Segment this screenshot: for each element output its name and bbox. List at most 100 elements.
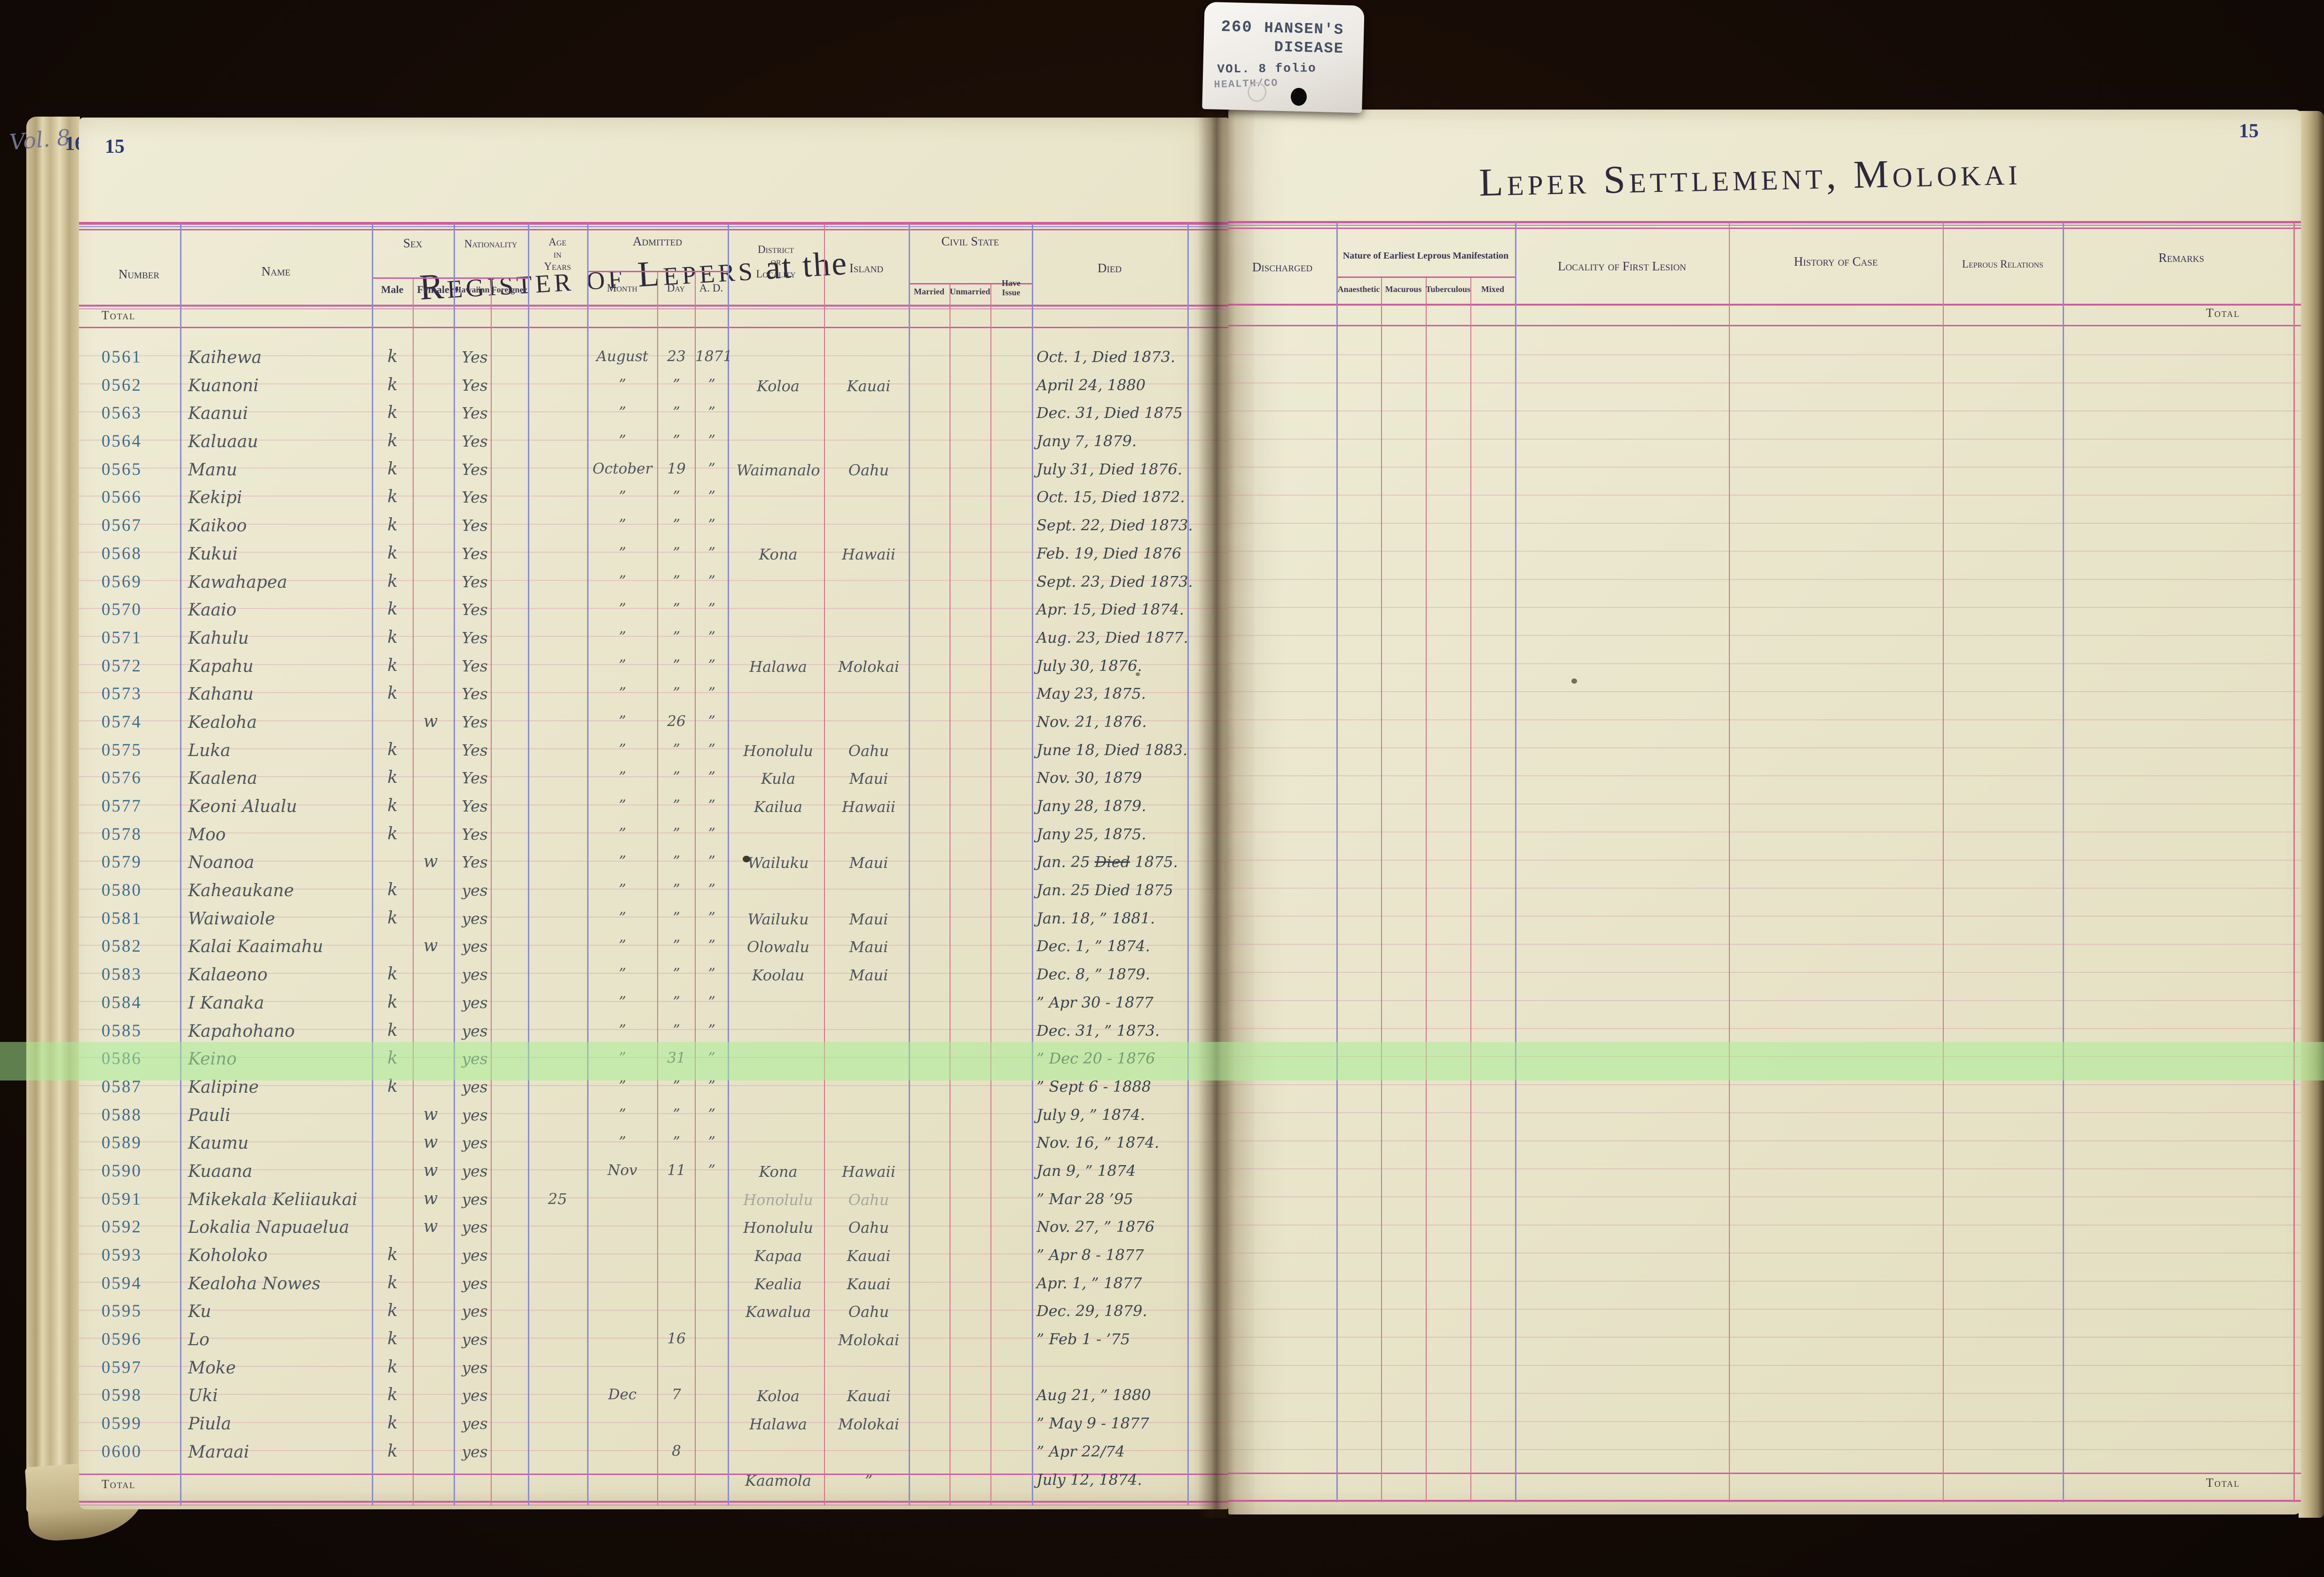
col-age: Age in Years bbox=[544, 236, 571, 272]
rule-line bbox=[1228, 1473, 2301, 1474]
row-name: Keoni Alualu bbox=[188, 797, 297, 816]
rule-line bbox=[372, 277, 528, 279]
row-island: Maui bbox=[849, 938, 888, 956]
row-district: Kapaa bbox=[754, 1247, 802, 1265]
row-nationality-hawaiian: yes bbox=[462, 1134, 488, 1152]
row-sex-male: k bbox=[387, 599, 398, 619]
ink-stain bbox=[1571, 678, 1577, 684]
col-island: Island bbox=[849, 261, 884, 275]
row-name: Manu bbox=[188, 460, 237, 480]
row-died-text: Dec. 31, Died 1875 bbox=[1036, 404, 1183, 422]
row-died: Aug 21, ” 1880 bbox=[1036, 1386, 1151, 1404]
rule-line bbox=[1187, 223, 1189, 1506]
row-nationality-hawaiian: yes bbox=[462, 965, 488, 984]
row-admitted-month: ” bbox=[619, 544, 626, 561]
row-name: Kalaeono bbox=[188, 965, 268, 985]
col-locality-first-lesion: Locality of First Lesion bbox=[1557, 259, 1687, 273]
row-admitted-year: ” bbox=[708, 628, 715, 646]
row-died: Jany 25, 1875. bbox=[1036, 825, 1146, 843]
right-page-title: Leper Settlement, Molokai bbox=[1478, 149, 2022, 205]
row-age: 25 bbox=[548, 1190, 567, 1208]
row-admitted-year: ” bbox=[708, 853, 715, 870]
row-admitted-year: 1871 bbox=[695, 348, 732, 365]
row-number: 0579 bbox=[102, 852, 142, 872]
row-died-text: Apr. 15, Died 1874. bbox=[1036, 600, 1184, 619]
row-name: Kapahu bbox=[188, 656, 254, 676]
col-district: District or Locality bbox=[756, 244, 796, 280]
row-district: Koloa bbox=[757, 377, 800, 395]
row-sex-female: w bbox=[423, 1160, 438, 1180]
row-island: Hawaii bbox=[842, 545, 895, 563]
row-died-text: Sept. 22, Died 1873. bbox=[1036, 516, 1193, 535]
row-number: 0590 bbox=[102, 1161, 142, 1181]
row-district: Kula bbox=[761, 770, 796, 788]
row-died-text: ” Apr 8 - 1877 bbox=[1036, 1246, 1144, 1264]
row-admitted-year: ” bbox=[708, 544, 715, 561]
register-row: 0567 Kaikoo k Yes ” ” ” Sept. 22, Died 1… bbox=[79, 512, 1228, 540]
row-number: 0594 bbox=[102, 1273, 142, 1293]
col-number: Number bbox=[118, 267, 160, 281]
row-island: Oahu bbox=[848, 1219, 889, 1237]
row-admitted-day: ” bbox=[673, 656, 680, 674]
rule-line bbox=[1228, 304, 2301, 306]
row-name: Kaaio bbox=[188, 600, 237, 620]
col-remarks: Remarks bbox=[2158, 251, 2205, 265]
row-admitted-year: ” bbox=[708, 1021, 715, 1039]
left-page-number: 15 bbox=[105, 136, 125, 158]
row-island: ” bbox=[864, 1471, 873, 1490]
row-admitted-year: ” bbox=[708, 404, 715, 421]
row-name: Kaanui bbox=[188, 404, 248, 424]
col-macurous: Macurous bbox=[1385, 284, 1422, 294]
row-number: 0575 bbox=[102, 740, 142, 760]
row-died-text: Nov. 27, ” 1876 bbox=[1036, 1218, 1154, 1236]
row-died-text: Feb. 19, Died 1876 bbox=[1036, 544, 1182, 562]
row-number: 0561 bbox=[102, 347, 142, 367]
row-district: Kailua bbox=[754, 798, 803, 816]
total-label-bottom-left: Total bbox=[102, 1477, 136, 1491]
row-admitted-day: 11 bbox=[667, 1161, 686, 1179]
row-number: 0593 bbox=[102, 1246, 142, 1265]
register-row: 0588 Pauli w yes ” ” ” July 9, ” 1874. bbox=[79, 1101, 1228, 1129]
right-page-number: 15 bbox=[2239, 120, 2259, 142]
tab-title-line1: HANSEN'S bbox=[1264, 19, 1344, 39]
row-nationality-hawaiian: Yes bbox=[462, 404, 488, 423]
row-died-text: May 23, 1875. bbox=[1036, 685, 1146, 703]
row-island: Kauai bbox=[847, 377, 891, 395]
row-number: 0588 bbox=[102, 1105, 142, 1125]
row-died-text: Nov. 30, 1879 bbox=[1036, 769, 1142, 787]
row-sex-male: k bbox=[387, 571, 398, 591]
register-row: 0581 Waiwaiole k yes ” ” ” Wailuku Maui … bbox=[79, 905, 1228, 933]
row-sex-male: k bbox=[387, 1385, 398, 1405]
row-sex-male: k bbox=[387, 796, 398, 815]
register-row: 0589 Kaumu w yes ” ” ” Nov. 16, ” 1874. bbox=[79, 1129, 1228, 1157]
row-died: Jan 9, ” 1874 bbox=[1036, 1162, 1136, 1180]
row-sex-male: k bbox=[387, 347, 398, 366]
row-sex-male: k bbox=[387, 908, 398, 928]
row-number: 0573 bbox=[102, 684, 142, 704]
row-name: Kuanoni bbox=[188, 376, 259, 395]
row-nationality-hawaiian: yes bbox=[462, 1302, 488, 1321]
row-island: Oahu bbox=[848, 1191, 889, 1209]
row-admitted-month: ” bbox=[619, 600, 626, 618]
row-sex-male: k bbox=[387, 375, 398, 394]
col-tuberculous: Tuberculous bbox=[1426, 284, 1471, 294]
rule-line bbox=[1515, 222, 1516, 1502]
rule-line bbox=[79, 222, 1228, 225]
row-died: Apr. 1, ” 1877 bbox=[1036, 1274, 1142, 1292]
record-ruling bbox=[1228, 327, 2301, 1473]
row-district: Kona bbox=[759, 545, 798, 563]
row-admitted-month: ” bbox=[619, 965, 626, 983]
row-name: Maraai bbox=[188, 1442, 249, 1462]
row-nationality-hawaiian: Yes bbox=[462, 853, 488, 872]
register-row: 0570 Kaaio k Yes ” ” ” Apr. 15, Died 187… bbox=[79, 596, 1228, 624]
row-admitted-month: ” bbox=[619, 1021, 626, 1039]
row-district: Olowalu bbox=[746, 938, 810, 956]
row-admitted-day: ” bbox=[673, 1021, 680, 1039]
row-admitted-year: ” bbox=[708, 488, 715, 505]
row-admitted-day: ” bbox=[673, 853, 680, 870]
row-number: 0562 bbox=[102, 375, 142, 395]
row-admitted-day: 7 bbox=[672, 1386, 681, 1404]
register-row: 0576 Kaalena k Yes ” ” ” Kula Maui Nov. … bbox=[79, 764, 1228, 792]
row-number: 0582 bbox=[102, 937, 142, 956]
col-discharged: Discharged bbox=[1252, 260, 1313, 274]
